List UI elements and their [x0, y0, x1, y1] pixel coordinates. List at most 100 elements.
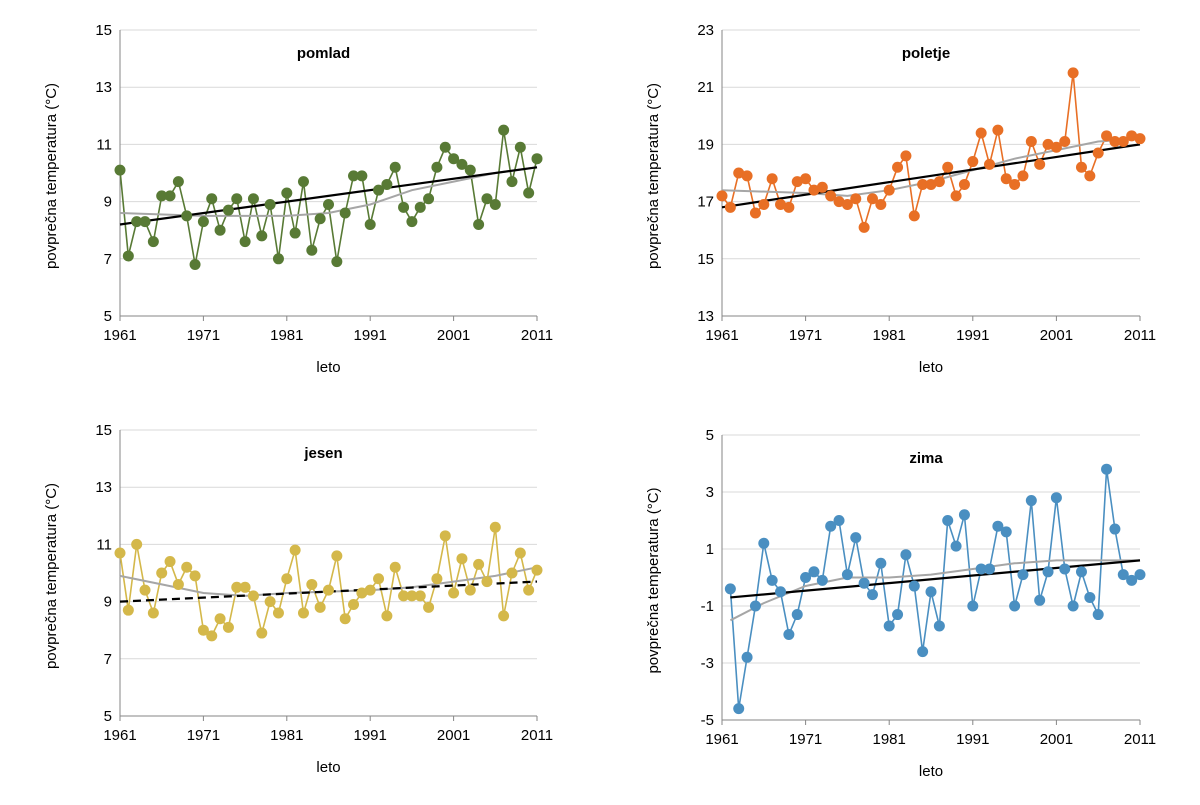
data-point: [264, 198, 276, 210]
x-tick-label: 1991: [354, 327, 387, 344]
data-point: [858, 221, 870, 233]
data-point: [1017, 170, 1029, 182]
data-point: [1075, 161, 1087, 173]
data-point: [950, 540, 962, 552]
data-point: [716, 190, 728, 202]
panel-poletje: 13 15 17 19 21 23 1961 1971 1981 1991 2001 2011 leto…: [645, 22, 1156, 376]
x-tick-label: 2001: [437, 727, 470, 744]
data-point: [164, 190, 176, 202]
data-point: [456, 553, 468, 565]
x-tick-label: 1991: [354, 727, 387, 744]
data-point: [1034, 594, 1046, 606]
data-point: [917, 646, 929, 658]
data-point: [222, 204, 234, 216]
data-point: [272, 253, 284, 265]
y-tick-label: 13: [95, 79, 112, 96]
x-tick-label: 2011: [1124, 327, 1156, 344]
data-point: [314, 601, 326, 613]
data-point: [958, 509, 970, 521]
y-axis-label: povprečna temperatura (°C): [43, 483, 60, 669]
x-tick-label: 2001: [1040, 327, 1073, 344]
y-tick-label: 1: [706, 541, 714, 558]
data-point: [1067, 67, 1079, 79]
data-point: [733, 167, 745, 179]
data-point: [1134, 569, 1146, 581]
data-point: [414, 590, 426, 602]
y-tick-label: -3: [701, 655, 714, 672]
data-point: [381, 178, 393, 190]
data-point: [942, 515, 954, 526]
data-point: [1000, 526, 1012, 538]
panel-pomlad: 5 7 9 11 13 15 1961 1971 1981 1991 2001 2011 leto pov…: [43, 22, 553, 376]
data-point: [189, 570, 201, 582]
y-tick-label: 13: [95, 479, 112, 496]
data-point: [181, 561, 193, 573]
data-point: [256, 627, 268, 639]
data-point: [114, 547, 126, 559]
data-point: [950, 190, 962, 202]
x-tick-label: 2001: [437, 327, 470, 344]
data-point: [967, 156, 979, 168]
data-point: [775, 586, 787, 598]
x-tick-label: 1961: [103, 727, 136, 744]
x-tick-label: 1971: [187, 727, 220, 744]
x-tick-label: 1981: [270, 727, 303, 744]
x-tick-label: 1991: [956, 327, 989, 344]
data-point: [933, 620, 945, 632]
data-point: [531, 564, 543, 576]
data-point: [139, 584, 151, 596]
y-tick-label: 5: [104, 308, 112, 325]
data-point: [925, 586, 937, 598]
data-point: [925, 178, 937, 190]
data-point: [783, 201, 795, 213]
y-tick-label: 11: [96, 136, 112, 153]
data-point: [373, 573, 385, 585]
data-point: [783, 629, 795, 640]
data-point: [933, 176, 945, 188]
data-point: [431, 161, 443, 173]
data-point: [900, 549, 912, 561]
data-point: [356, 587, 368, 599]
data-point: [389, 161, 401, 173]
data-point: [984, 158, 996, 170]
data-point: [139, 216, 151, 228]
data-point: [523, 187, 535, 199]
y-tick-label: 3: [706, 484, 714, 501]
data-point: [181, 210, 193, 222]
y-axis-label: povprečna temperatura (°C): [645, 83, 662, 269]
data-point: [741, 170, 753, 182]
x-tick-label: 1961: [705, 731, 738, 748]
data-point: [775, 198, 787, 210]
data-point: [414, 201, 426, 213]
data-point: [975, 563, 987, 575]
data-point: [724, 201, 736, 213]
data-point: [431, 573, 443, 585]
data-point: [866, 589, 878, 601]
data-point: [741, 651, 753, 663]
data-point: [156, 190, 168, 202]
data-point: [833, 196, 845, 208]
data-point: [1084, 591, 1096, 603]
x-tick-label: 2001: [1040, 731, 1073, 748]
data-point: [1109, 523, 1121, 535]
data-point: [381, 610, 393, 622]
data-point: [314, 213, 326, 225]
data-point: [272, 607, 284, 619]
data-point: [131, 538, 143, 550]
data-point: [239, 581, 251, 593]
data-point: [733, 703, 745, 715]
data-point: [841, 569, 853, 581]
data-point: [439, 141, 451, 153]
y-tick-label: -5: [701, 712, 714, 729]
data-point: [489, 521, 501, 533]
data-point: [858, 577, 870, 589]
data-point: [908, 580, 920, 592]
data-point: [239, 236, 251, 248]
data-point: [967, 600, 979, 612]
y-tick-label: 9: [104, 194, 112, 211]
data-point: [197, 624, 209, 636]
data-point: [389, 561, 401, 573]
data-point: [1101, 130, 1113, 142]
data-point: [892, 609, 904, 621]
data-point: [875, 198, 887, 210]
